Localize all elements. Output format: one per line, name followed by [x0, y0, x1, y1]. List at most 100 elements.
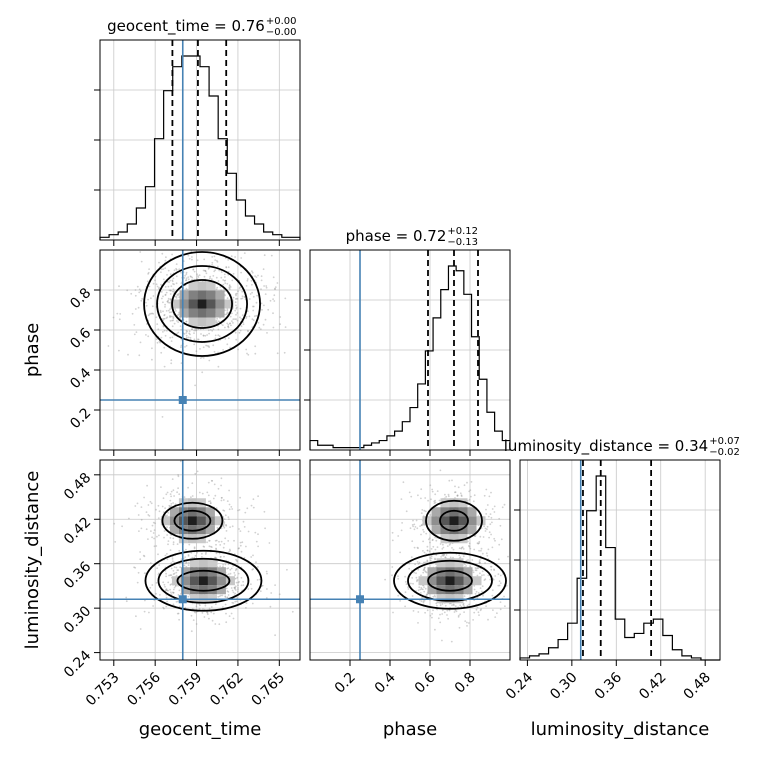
- sample-point: [165, 256, 167, 259]
- sample-point: [490, 516, 493, 519]
- sample-point: [134, 289, 137, 291]
- sample-point: [222, 283, 225, 286]
- sample-point: [173, 283, 175, 286]
- sample-point: [269, 299, 272, 302]
- sample-point: [429, 514, 432, 516]
- sample-point: [246, 278, 249, 280]
- sample-point: [491, 589, 494, 592]
- sample-point: [219, 544, 222, 546]
- density-cell: [463, 585, 473, 595]
- sample-point: [155, 338, 158, 341]
- sample-point: [408, 491, 411, 494]
- sample-point: [156, 323, 159, 325]
- sample-point: [201, 371, 204, 374]
- sample-point: [254, 345, 257, 348]
- sample-point: [412, 525, 414, 528]
- sample-point: [247, 530, 250, 533]
- sample-point: [263, 285, 265, 287]
- sample-point: [224, 276, 226, 278]
- sample-point: [172, 502, 175, 504]
- sample-point: [172, 591, 175, 594]
- sample-point: [150, 530, 152, 532]
- sample-point: [397, 575, 399, 578]
- sample-point: [262, 323, 265, 326]
- sample-point: [172, 283, 174, 285]
- sample-point: [219, 565, 222, 568]
- sample-point: [239, 307, 242, 310]
- sample-point: [133, 566, 136, 569]
- sample-point: [118, 285, 120, 288]
- sample-point: [473, 548, 476, 551]
- sample-point: [232, 322, 234, 324]
- sample-point: [236, 312, 239, 314]
- sample-point: [170, 340, 173, 342]
- density-cell: [458, 498, 468, 508]
- sample-point: [236, 597, 239, 599]
- sample-point: [421, 597, 423, 599]
- contour-geocent_time-luminosity_distance-0-2: [144, 549, 263, 612]
- sample-point: [237, 348, 240, 351]
- sample-point: [240, 550, 243, 553]
- sample-point: [170, 505, 173, 508]
- title-minus-luminosity_distance: −0.02: [709, 447, 740, 458]
- sample-point: [476, 606, 479, 609]
- density-cell: [205, 525, 215, 535]
- density-cell: [206, 281, 216, 291]
- sample-point: [222, 546, 225, 549]
- sample-point: [410, 582, 412, 585]
- xtick-label-luminosity_distance-0: 0.24: [503, 669, 536, 702]
- sample-point: [118, 318, 121, 321]
- sample-point: [235, 581, 238, 584]
- sample-point: [214, 556, 217, 559]
- sample-point: [162, 268, 165, 270]
- sample-point: [160, 336, 163, 339]
- sample-point: [226, 282, 229, 285]
- contour-phase-luminosity_distance-1-1: [425, 499, 483, 542]
- sample-point: [175, 310, 177, 312]
- sample-point: [436, 608, 439, 611]
- sample-point: [172, 288, 175, 291]
- sample-point: [233, 587, 236, 589]
- sample-point: [183, 564, 186, 567]
- sample-point: [166, 300, 169, 303]
- sample-point: [206, 611, 209, 614]
- density-cell: [215, 308, 225, 318]
- sample-point: [173, 322, 176, 325]
- sample-point: [487, 548, 490, 551]
- sample-point: [180, 338, 183, 341]
- sample-point: [224, 595, 227, 598]
- density-cell: [179, 299, 189, 309]
- sample-point: [457, 616, 460, 618]
- sample-point: [266, 332, 268, 334]
- sample-point: [215, 543, 217, 546]
- density-cell: [197, 290, 207, 300]
- sample-point: [169, 505, 172, 508]
- density-cell: [188, 317, 198, 327]
- density-cell: [198, 567, 208, 577]
- sample-point: [224, 282, 227, 285]
- sample-point: [209, 277, 211, 280]
- sample-point: [254, 352, 257, 355]
- sample-point: [245, 602, 248, 604]
- sample-point: [478, 561, 481, 563]
- density-cell: [188, 290, 198, 300]
- sample-point: [168, 574, 170, 577]
- sample-point: [146, 484, 149, 487]
- sample-point: [234, 309, 237, 312]
- density-cell: [427, 567, 437, 577]
- sample-point: [172, 277, 175, 280]
- xtick-label-phase-1: 0.4: [372, 669, 399, 696]
- sample-point: [251, 270, 253, 273]
- sample-point: [191, 482, 194, 485]
- sample-point: [169, 293, 172, 295]
- sample-point: [188, 561, 190, 564]
- sample-point: [211, 261, 214, 264]
- density-cell: [215, 290, 225, 300]
- sample-point: [246, 310, 249, 313]
- sample-point: [443, 611, 446, 614]
- sample-point: [235, 313, 237, 316]
- sample-point: [468, 490, 471, 493]
- sample-point: [184, 274, 187, 277]
- sample-point: [423, 551, 426, 554]
- sample-point: [499, 601, 502, 603]
